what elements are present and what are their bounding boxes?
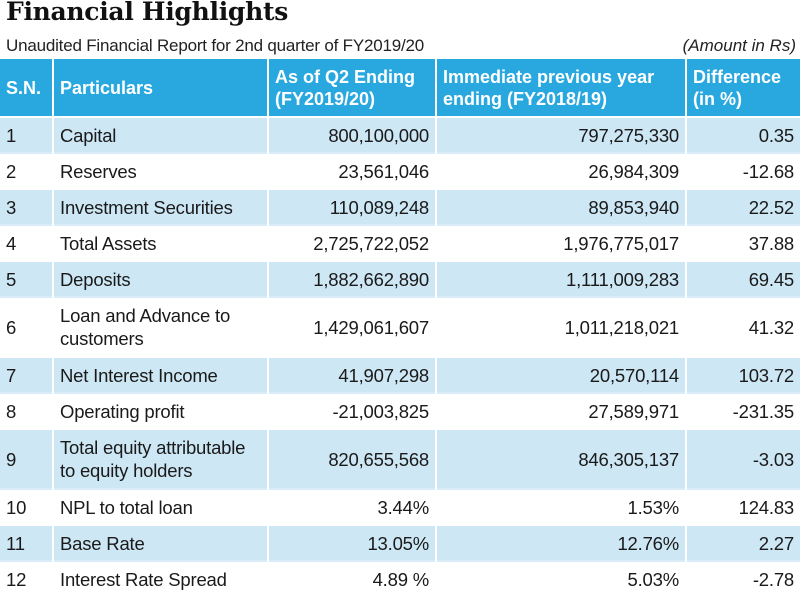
row-sn-cell: 9: [0, 428, 54, 489]
row-previous-value-cell: 89,853,940: [436, 188, 687, 225]
row-sn-cell: 10: [0, 488, 54, 525]
row-particular-cell: Base Rate: [53, 524, 269, 561]
row-particular-cell: Loan and Advance to customers: [53, 296, 269, 357]
row-particular-cell: NPL to total loan: [53, 488, 269, 525]
row-previous-value-cell: 27,589,971: [436, 392, 687, 429]
row-particular-cell: Deposits: [53, 260, 269, 297]
row-particular-cell: Capital: [53, 116, 269, 153]
table-body: 1 Capital 800,100,000 797,275,330 0.35 2 Reser…: [0, 116, 800, 597]
row-difference-cell: 41.32: [686, 296, 800, 357]
row-current-value-cell: 110,089,248: [268, 188, 437, 225]
row-previous-value-cell: 797,275,330: [436, 116, 687, 153]
table-row: 9 Total equity attributable to equity hol…: [0, 428, 800, 489]
row-particular-cell: Investment Securities: [53, 188, 269, 225]
row-current-value-cell: 4.89 %: [268, 560, 437, 597]
row-particular-cell: Net Interest Income: [53, 356, 269, 393]
row-sn-cell: 7: [0, 356, 54, 393]
row-current-value-cell: 3.44%: [268, 488, 437, 525]
row-current-value-cell: 820,655,568: [268, 428, 437, 489]
row-previous-value-cell: 1,011,218,021: [436, 296, 687, 357]
table-row: 12 Interest Rate Spread 4.89 % 5.03% -2.78: [0, 560, 800, 597]
row-sn-cell: 5: [0, 260, 54, 297]
row-difference-cell: -3.03: [686, 428, 800, 489]
financial-highlights-table: S.N. Particulars As of Q2 Ending (FY2019…: [0, 59, 800, 597]
column-header-sn: S.N.: [0, 59, 54, 117]
table-row: 8 Operating profit -21,003,825 27,589,971 -2…: [0, 392, 800, 429]
row-previous-value-cell: 20,570,114: [436, 356, 687, 393]
row-difference-cell: 22.52: [686, 188, 800, 225]
row-difference-cell: -2.78: [686, 560, 800, 597]
row-difference-cell: 0.35: [686, 116, 800, 153]
row-current-value-cell: 2,725,722,052: [268, 224, 437, 261]
row-previous-value-cell: 1,976,775,017: [436, 224, 687, 261]
row-difference-cell: -231.35: [686, 392, 800, 429]
row-previous-value-cell: 5.03%: [436, 560, 687, 597]
row-particular-cell: Reserves: [53, 152, 269, 189]
table-row: 1 Capital 800,100,000 797,275,330 0.35: [0, 116, 800, 153]
row-sn-cell: 12: [0, 560, 54, 597]
row-current-value-cell: 13.05%: [268, 524, 437, 561]
page-title: Financial Highlights: [6, 0, 288, 26]
column-header-particulars: Particulars: [53, 59, 269, 117]
table-row: 6 Loan and Advance to customers 1,429,061,…: [0, 296, 800, 357]
row-sn-cell: 2: [0, 152, 54, 189]
row-current-value-cell: 41,907,298: [268, 356, 437, 393]
row-previous-value-cell: 1,111,009,283: [436, 260, 687, 297]
row-particular-cell: Operating profit: [53, 392, 269, 429]
table-row: 2 Reserves 23,561,046 26,984,309 -12.68: [0, 152, 800, 189]
table-row: 3 Investment Securities 110,089,248 89,853,…: [0, 188, 800, 225]
row-particular-cell: Total Assets: [53, 224, 269, 261]
row-sn-cell: 6: [0, 296, 54, 357]
table-row: 10 NPL to total loan 3.44% 1.53% 124.83: [0, 488, 800, 525]
row-difference-cell: 103.72: [686, 356, 800, 393]
row-previous-value-cell: 26,984,309: [436, 152, 687, 189]
row-current-value-cell: 800,100,000: [268, 116, 437, 153]
table-row: 5 Deposits 1,882,662,890 1,111,009,283 69.45: [0, 260, 800, 297]
row-sn-cell: 8: [0, 392, 54, 429]
row-particular-cell: Total equity attributable to equity hold…: [53, 428, 269, 489]
row-current-value-cell: 23,561,046: [268, 152, 437, 189]
row-current-value-cell: 1,882,662,890: [268, 260, 437, 297]
report-subtitle: Unaudited Financial Report for 2nd quart…: [6, 36, 425, 55]
row-difference-cell: 124.83: [686, 488, 800, 525]
table-row: 4 Total Assets 2,725,722,052 1,976,775,017 3…: [0, 224, 800, 261]
row-previous-value-cell: 12.76%: [436, 524, 687, 561]
row-particular-cell: Interest Rate Spread: [53, 560, 269, 597]
row-difference-cell: 69.45: [686, 260, 800, 297]
row-difference-cell: 2.27: [686, 524, 800, 561]
table-row: 11 Base Rate 13.05% 12.76% 2.27: [0, 524, 800, 561]
table-header: S.N. Particulars As of Q2 Ending (FY2019…: [0, 59, 800, 117]
column-header-previous: Immediate previous year ending (FY2018/1…: [436, 59, 687, 117]
row-current-value-cell: -21,003,825: [268, 392, 437, 429]
row-sn-cell: 1: [0, 116, 54, 153]
row-previous-value-cell: 846,305,137: [436, 428, 687, 489]
row-current-value-cell: 1,429,061,607: [268, 296, 437, 357]
amount-unit-note: (Amount in Rs): [682, 36, 796, 55]
row-difference-cell: -12.68: [686, 152, 800, 189]
row-difference-cell: 37.88: [686, 224, 800, 261]
row-previous-value-cell: 1.53%: [436, 488, 687, 525]
row-sn-cell: 11: [0, 524, 54, 561]
row-sn-cell: 3: [0, 188, 54, 225]
column-header-difference: Difference (in %): [686, 59, 800, 117]
table-row: 7 Net Interest Income 41,907,298 20,570,114…: [0, 356, 800, 393]
column-header-current: As of Q2 Ending (FY2019/20): [268, 59, 437, 117]
row-sn-cell: 4: [0, 224, 54, 261]
